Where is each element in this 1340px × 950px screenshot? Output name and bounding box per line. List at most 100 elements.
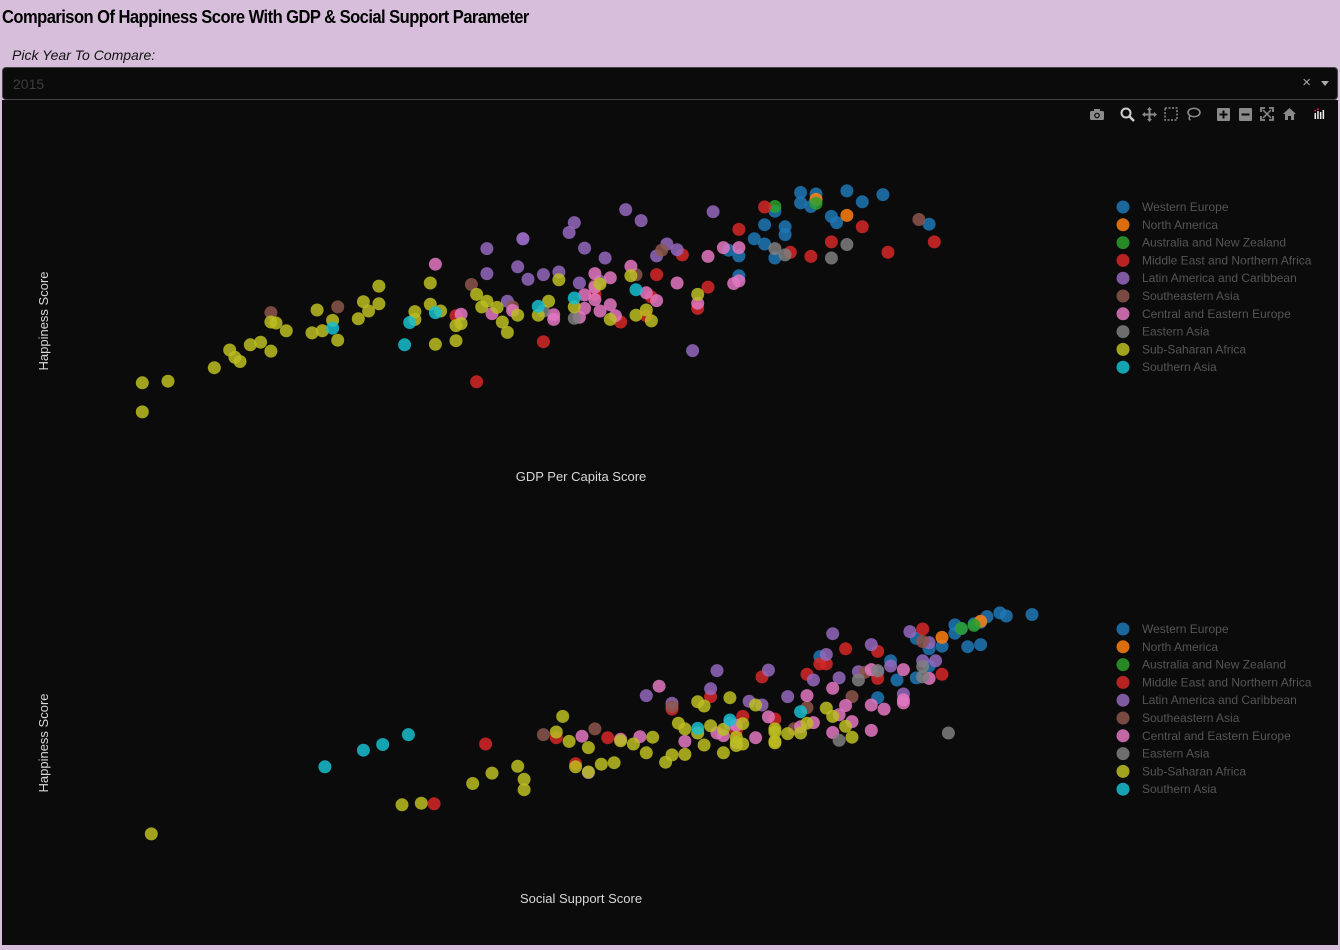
gdp-point-sub-saharan-africa[interactable] bbox=[495, 315, 509, 329]
gdp-point-latin-america-and-caribbean[interactable] bbox=[521, 272, 535, 286]
gdp-point-sub-saharan-africa[interactable] bbox=[264, 344, 278, 358]
social-support-point-southeastern-asia[interactable] bbox=[916, 635, 930, 648]
social-support-point-central-and-eastern-europe[interactable] bbox=[864, 723, 878, 737]
zoom-in-icon[interactable] bbox=[1212, 105, 1234, 123]
social-support-point-sub-saharan-africa[interactable] bbox=[607, 756, 621, 770]
gdp-point-southeastern-asia[interactable] bbox=[912, 213, 926, 226]
gdp-point-central-and-eastern-europe[interactable] bbox=[716, 241, 730, 255]
social-support-point-latin-america-and-caribbean[interactable] bbox=[639, 689, 653, 703]
gdp-point-eastern-asia[interactable] bbox=[567, 311, 581, 325]
social-support-point-western-europe[interactable] bbox=[890, 673, 904, 687]
social-support-point-southern-asia[interactable] bbox=[794, 705, 808, 719]
gdp-point-sub-saharan-africa[interactable] bbox=[135, 376, 149, 390]
social-support-point-western-europe[interactable] bbox=[999, 609, 1013, 623]
social-support-point-sub-saharan-africa[interactable] bbox=[729, 730, 743, 744]
camera-icon[interactable] bbox=[1086, 105, 1108, 123]
gdp-legend-item-latin-america-and-caribbean[interactable]: Latin America and Caribbean bbox=[1116, 271, 1297, 285]
box-select-icon[interactable] bbox=[1160, 105, 1182, 123]
gdp-point-middle-east-and-northern-africa[interactable] bbox=[650, 268, 664, 282]
social-support-legend-item-sub-saharan-africa[interactable]: Sub-Saharan Africa bbox=[1116, 764, 1247, 778]
gdp-legend-item-southeastern-asia[interactable]: Southeastern Asia bbox=[1116, 289, 1240, 303]
gdp-point-middle-east-and-northern-africa[interactable] bbox=[927, 235, 941, 249]
gdp-point-eastern-asia[interactable] bbox=[840, 238, 854, 251]
gdp-scatter-chart[interactable]: Western Europe North America Australia and… bbox=[2, 100, 1338, 522]
gdp-point-middle-east-and-northern-africa[interactable] bbox=[536, 335, 550, 349]
social-support-point-latin-america-and-caribbean[interactable] bbox=[704, 682, 718, 696]
social-support-point-central-and-eastern-europe[interactable] bbox=[678, 734, 692, 748]
autoscale-icon[interactable] bbox=[1256, 105, 1278, 123]
gdp-point-middle-east-and-northern-africa[interactable] bbox=[804, 249, 818, 263]
gdp-point-central-and-eastern-europe[interactable] bbox=[593, 304, 607, 318]
gdp-point-sub-saharan-africa[interactable] bbox=[691, 287, 705, 301]
social-support-point-southeastern-asia[interactable] bbox=[665, 700, 679, 713]
social-support-point-middle-east-and-northern-africa[interactable] bbox=[601, 731, 615, 745]
gdp-point-latin-america-and-caribbean[interactable] bbox=[706, 205, 720, 219]
gdp-point-sub-saharan-africa[interactable] bbox=[161, 374, 175, 388]
gdp-point-latin-america-and-caribbean[interactable] bbox=[567, 216, 581, 230]
gdp-point-sub-saharan-africa[interactable] bbox=[372, 279, 386, 293]
social-support-point-central-and-eastern-europe[interactable] bbox=[896, 693, 910, 707]
gdp-point-western-europe[interactable] bbox=[794, 186, 808, 199]
gdp-point-western-europe[interactable] bbox=[855, 195, 869, 209]
gdp-point-latin-america-and-caribbean[interactable] bbox=[572, 276, 586, 290]
social-support-point-sub-saharan-africa[interactable] bbox=[768, 722, 782, 736]
gdp-legend-item-eastern-asia[interactable]: Eastern Asia bbox=[1116, 325, 1210, 339]
gdp-point-sub-saharan-africa[interactable] bbox=[552, 273, 566, 287]
gdp-point-sub-saharan-africa[interactable] bbox=[567, 300, 581, 314]
social-support-point-latin-america-and-caribbean[interactable] bbox=[710, 664, 724, 678]
social-support-point-sub-saharan-africa[interactable] bbox=[716, 746, 730, 760]
social-support-point-sub-saharan-africa[interactable] bbox=[691, 695, 705, 709]
social-support-point-sub-saharan-africa[interactable] bbox=[485, 766, 499, 780]
gdp-point-latin-america-and-caribbean[interactable] bbox=[578, 241, 592, 255]
gdp-point-sub-saharan-africa[interactable] bbox=[603, 312, 617, 326]
gdp-point-sub-saharan-africa[interactable] bbox=[279, 324, 293, 338]
gdp-point-sub-saharan-africa[interactable] bbox=[362, 304, 376, 318]
social-support-point-sub-saharan-africa[interactable] bbox=[511, 759, 525, 773]
social-support-point-sub-saharan-africa[interactable] bbox=[549, 725, 563, 739]
gdp-legend-item-central-and-eastern-europe[interactable]: Central and Eastern Europe bbox=[1116, 307, 1292, 321]
gdp-point-middle-east-and-northern-africa[interactable] bbox=[855, 220, 869, 234]
clear-icon[interactable]: × bbox=[1302, 74, 1311, 91]
gdp-point-central-and-eastern-europe[interactable] bbox=[547, 312, 561, 326]
social-support-point-latin-america-and-caribbean[interactable] bbox=[761, 663, 775, 677]
gdp-point-central-and-eastern-europe[interactable] bbox=[578, 288, 592, 302]
gdp-point-western-europe[interactable] bbox=[778, 228, 792, 242]
social-support-legend-item-central-and-eastern-europe[interactable]: Central and Eastern Europe bbox=[1116, 729, 1292, 743]
social-support-point-sub-saharan-africa[interactable] bbox=[517, 772, 531, 786]
gdp-point-western-europe[interactable] bbox=[758, 237, 772, 251]
social-support-legend-item-middle-east-and-northern-africa[interactable]: Middle East and Northern Africa bbox=[1116, 675, 1312, 689]
social-support-point-sub-saharan-africa[interactable] bbox=[697, 738, 711, 752]
social-support-point-eastern-asia[interactable] bbox=[832, 733, 846, 747]
lasso-icon[interactable] bbox=[1182, 105, 1204, 123]
social-support-point-southern-asia[interactable] bbox=[401, 728, 415, 742]
gdp-point-sub-saharan-africa[interactable] bbox=[372, 297, 386, 311]
social-support-point-latin-america-and-caribbean[interactable] bbox=[832, 671, 846, 685]
social-support-point-southern-asia[interactable] bbox=[318, 760, 332, 774]
gdp-point-western-europe[interactable] bbox=[824, 209, 838, 223]
social-support-point-southeastern-asia[interactable] bbox=[536, 728, 550, 742]
social-support-point-middle-east-and-northern-africa[interactable] bbox=[819, 657, 833, 671]
social-support-point-eastern-asia[interactable] bbox=[916, 670, 930, 684]
gdp-point-north-america[interactable] bbox=[840, 208, 854, 222]
social-support-legend-item-latin-america-and-caribbean[interactable]: Latin America and Caribbean bbox=[1116, 693, 1297, 707]
gdp-point-sub-saharan-africa[interactable] bbox=[644, 314, 658, 328]
social-support-point-middle-east-and-northern-africa[interactable] bbox=[839, 642, 853, 656]
gdp-point-sub-saharan-africa[interactable] bbox=[624, 269, 638, 283]
gdp-point-sub-saharan-africa[interactable] bbox=[593, 277, 607, 291]
gdp-point-central-and-eastern-europe[interactable] bbox=[701, 249, 715, 263]
social-support-point-southern-asia[interactable] bbox=[723, 713, 737, 727]
gdp-point-central-and-eastern-europe[interactable] bbox=[603, 271, 617, 285]
social-support-point-central-and-eastern-europe[interactable] bbox=[749, 731, 763, 745]
gdp-point-western-europe[interactable] bbox=[747, 232, 761, 246]
gdp-point-sub-saharan-africa[interactable] bbox=[351, 312, 365, 326]
gdp-point-central-and-eastern-europe[interactable] bbox=[727, 277, 741, 290]
gdp-point-middle-east-and-northern-africa[interactable] bbox=[470, 375, 484, 389]
gdp-point-southeastern-asia[interactable] bbox=[331, 300, 345, 314]
gdp-point-eastern-asia[interactable] bbox=[778, 248, 792, 262]
gdp-point-central-and-eastern-europe[interactable] bbox=[639, 286, 653, 300]
social-support-point-sub-saharan-africa[interactable] bbox=[781, 727, 795, 741]
gdp-point-latin-america-and-caribbean[interactable] bbox=[536, 268, 550, 282]
gdp-point-southern-asia[interactable] bbox=[398, 338, 412, 352]
gdp-legend-item-western-europe[interactable]: Western Europe bbox=[1116, 200, 1229, 214]
social-support-point-central-and-eastern-europe[interactable] bbox=[652, 679, 666, 693]
